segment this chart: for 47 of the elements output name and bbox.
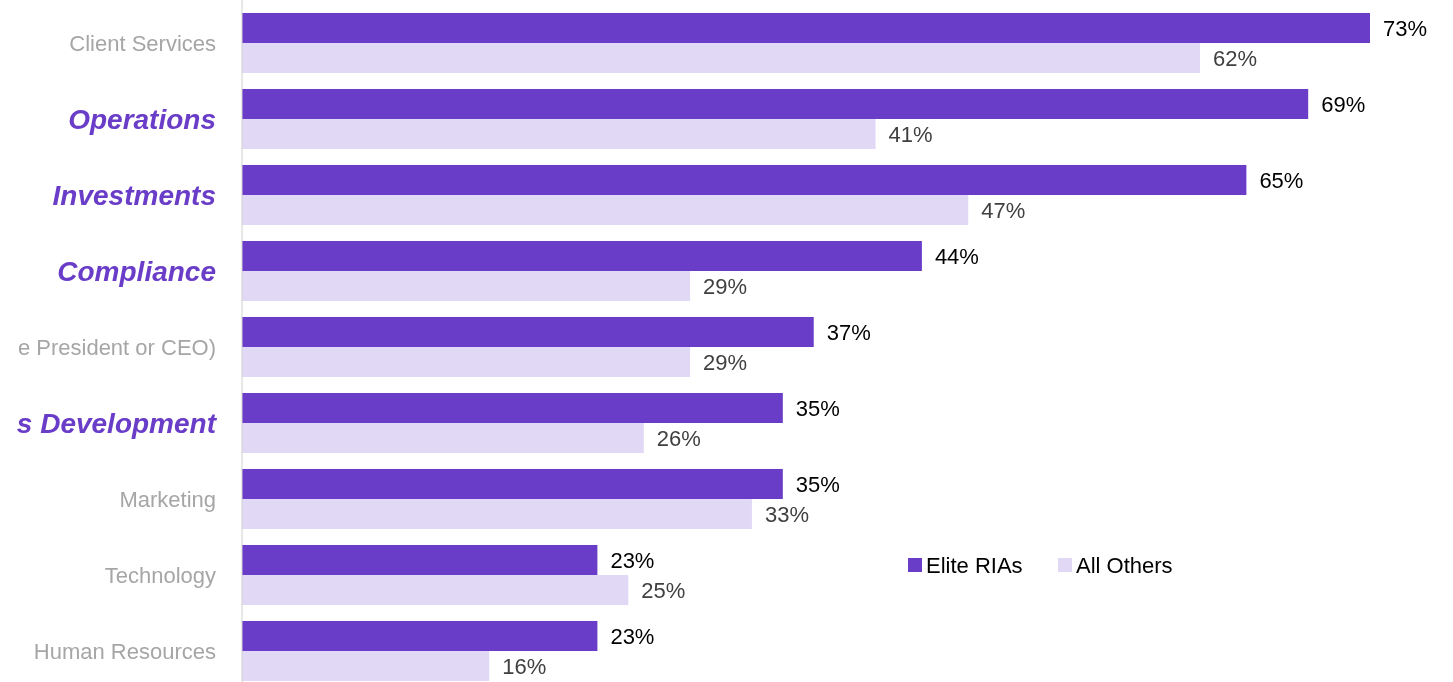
bar (242, 88, 1309, 119)
bar (242, 423, 644, 454)
data-label: 65% (1259, 167, 1304, 193)
y-tick-label: e President or CEO) (17, 334, 216, 360)
bar (242, 347, 691, 378)
y-tick-label: Operations (68, 103, 216, 135)
data-label: 41% (888, 121, 933, 147)
y-tick-label: s Development (16, 407, 218, 439)
bar (242, 392, 783, 423)
y-tick-label: Technology (104, 562, 216, 588)
data-label: 16% (502, 653, 547, 679)
data-label: 35% (795, 471, 840, 497)
data-label: 25% (641, 577, 686, 603)
bar (242, 468, 783, 499)
bar (242, 575, 629, 606)
bar (242, 271, 691, 302)
bar (242, 119, 876, 150)
bar (242, 164, 1247, 195)
data-label: 23% (610, 623, 655, 649)
data-label: 23% (610, 547, 655, 573)
bar (242, 43, 1201, 74)
data-label: 33% (764, 501, 809, 527)
data-label: 73% (1383, 15, 1428, 41)
legend-label: All Others (1076, 552, 1173, 578)
data-label: 47% (981, 197, 1026, 223)
bar (242, 499, 752, 530)
bar (242, 544, 598, 575)
y-tick-label: Marketing (119, 486, 216, 512)
bar (242, 195, 969, 226)
y-tick-label: Client Services (69, 30, 216, 56)
data-label: 44% (934, 243, 979, 269)
bar (242, 240, 922, 271)
data-label: 62% (1213, 45, 1258, 71)
bar (242, 651, 490, 682)
y-tick-label: Human Resources (33, 638, 216, 664)
data-label: 29% (703, 349, 748, 375)
data-label: 35% (795, 395, 840, 421)
data-label: 69% (1321, 91, 1366, 117)
data-label: 26% (656, 425, 701, 451)
bar (242, 316, 814, 347)
bar (242, 620, 598, 651)
legend-label: Elite RIAs (926, 552, 1023, 578)
y-tick-label: Investments (52, 179, 216, 211)
data-label: 29% (703, 273, 748, 299)
y-tick-label: Compliance (57, 255, 216, 287)
data-label: 37% (826, 319, 871, 345)
bar (242, 12, 1370, 43)
